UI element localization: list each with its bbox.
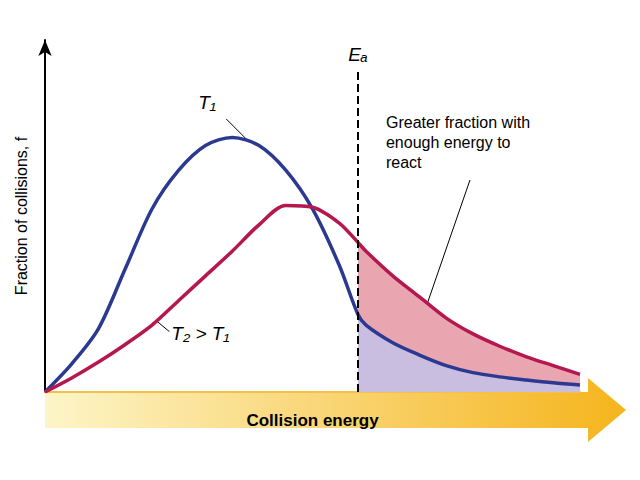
svg-text:enough energy to: enough energy to [386,134,515,151]
svg-text:Greater fraction with: Greater fraction with [386,114,534,131]
svg-text:react: react [386,154,422,171]
svg-text:Eₐ: Eₐ [348,44,368,65]
svg-text:T₁: T₁ [198,92,216,113]
svg-text:Fraction of collisions, f: Fraction of collisions, f [13,136,30,295]
svg-text:T₂ > T₁: T₂ > T₁ [171,323,229,344]
svg-text:Collision energy: Collision energy [246,411,379,430]
